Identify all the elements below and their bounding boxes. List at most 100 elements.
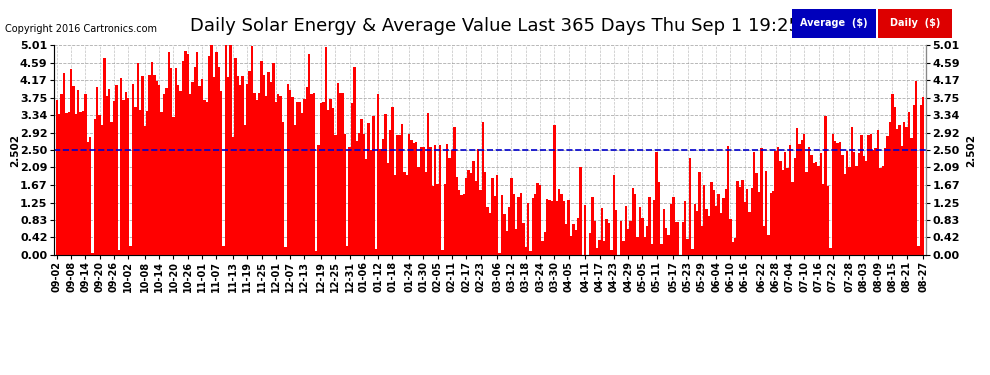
Bar	[779, 160, 782, 255]
Bar	[362, 134, 365, 255]
Bar	[737, 181, 739, 255]
Bar	[274, 102, 277, 255]
Bar	[244, 124, 247, 255]
Bar	[527, 203, 530, 255]
Bar	[562, 201, 565, 255]
Bar	[277, 94, 279, 255]
Bar	[189, 94, 191, 255]
Bar	[732, 242, 734, 255]
Bar	[432, 186, 434, 255]
Bar	[142, 76, 144, 255]
Bar	[327, 110, 330, 255]
Bar	[637, 237, 639, 255]
Bar	[298, 102, 301, 255]
Bar	[137, 63, 139, 255]
Bar	[862, 156, 865, 255]
Bar	[658, 182, 660, 255]
Bar	[470, 172, 472, 255]
Bar	[879, 168, 882, 255]
Bar	[558, 189, 560, 255]
Bar	[418, 167, 420, 255]
Bar	[374, 249, 377, 255]
Bar	[896, 129, 898, 255]
Bar	[382, 139, 384, 255]
Bar	[489, 213, 491, 255]
Bar	[520, 193, 522, 255]
Bar	[915, 81, 918, 255]
Bar	[196, 52, 198, 255]
Bar	[108, 89, 111, 255]
Bar	[472, 161, 474, 255]
Bar	[296, 102, 298, 255]
Bar	[313, 93, 315, 255]
Bar	[606, 219, 608, 255]
Bar	[253, 93, 255, 255]
Bar	[167, 52, 170, 255]
Bar	[125, 92, 127, 255]
Bar	[182, 61, 184, 255]
Bar	[757, 192, 760, 255]
Bar	[803, 134, 806, 255]
Bar	[391, 107, 394, 255]
Text: Copyright 2016 Cartronics.com: Copyright 2016 Cartronics.com	[5, 24, 157, 34]
Bar	[170, 69, 172, 255]
Bar	[406, 175, 408, 255]
Bar	[77, 90, 79, 255]
Bar	[479, 190, 482, 255]
Bar	[810, 155, 813, 255]
Bar	[370, 150, 372, 255]
Bar	[413, 143, 415, 255]
Bar	[750, 188, 753, 255]
Bar	[808, 147, 810, 255]
Bar	[901, 146, 903, 255]
Bar	[884, 148, 886, 255]
Bar	[765, 171, 767, 255]
Bar	[550, 201, 553, 255]
Bar	[589, 233, 591, 255]
Bar	[922, 97, 925, 255]
Bar	[446, 144, 448, 255]
Bar	[694, 204, 696, 255]
Bar	[706, 209, 708, 255]
Bar	[350, 103, 353, 255]
Bar	[186, 54, 189, 255]
Bar	[682, 222, 684, 255]
Bar	[718, 195, 720, 255]
Bar	[548, 200, 550, 255]
Bar	[532, 198, 534, 255]
Bar	[294, 124, 296, 255]
Bar	[748, 212, 750, 255]
Bar	[267, 72, 270, 255]
Bar	[201, 79, 203, 255]
Bar	[634, 194, 637, 255]
Bar	[720, 213, 722, 255]
Bar	[113, 101, 115, 255]
Bar	[310, 94, 313, 255]
Bar	[213, 77, 215, 255]
Bar	[335, 135, 337, 255]
Bar	[703, 185, 706, 255]
Bar	[120, 78, 123, 255]
Bar	[667, 235, 670, 255]
Bar	[365, 159, 367, 255]
Bar	[546, 200, 548, 255]
Bar	[608, 224, 610, 255]
Bar	[386, 163, 389, 255]
Bar	[337, 83, 339, 255]
Bar	[639, 207, 642, 255]
Bar	[577, 217, 579, 255]
Bar	[842, 155, 843, 255]
Bar	[620, 221, 622, 255]
Bar	[877, 130, 879, 255]
Bar	[467, 170, 470, 255]
Bar	[722, 198, 725, 255]
Bar	[567, 200, 570, 255]
Bar	[701, 226, 703, 255]
Bar	[655, 152, 658, 255]
Bar	[86, 142, 89, 255]
Bar	[384, 114, 386, 255]
Bar	[306, 87, 308, 255]
Bar	[286, 84, 289, 255]
Bar	[437, 184, 439, 255]
Bar	[455, 177, 458, 255]
